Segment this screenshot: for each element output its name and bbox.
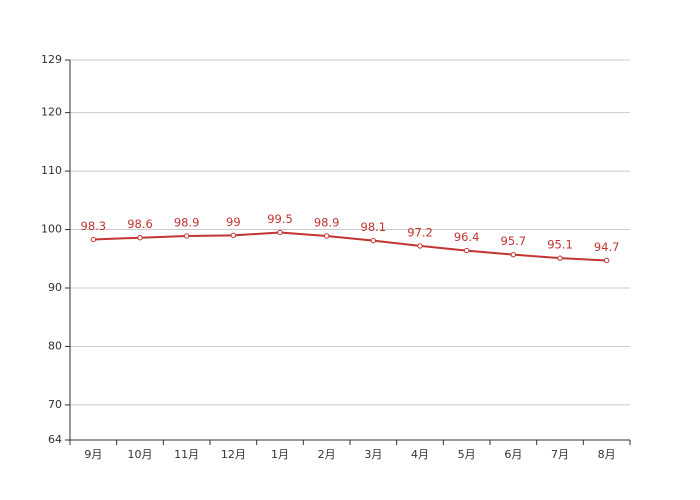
y-tick-label: 110 — [41, 164, 62, 177]
x-tick-label: 8月 — [598, 448, 616, 461]
data-line — [93, 231, 607, 262]
value-label: 98.9 — [314, 215, 340, 229]
data-point — [603, 257, 610, 264]
data-point — [230, 232, 237, 239]
data-point — [370, 237, 377, 244]
value-label: 97.2 — [407, 225, 433, 239]
x-tick-label: 6月 — [504, 448, 522, 461]
y-tick-label: 100 — [41, 223, 62, 236]
x-tick-label: 3月 — [364, 448, 382, 461]
y-tick-label: 120 — [41, 106, 62, 119]
y-tick-label: 70 — [48, 398, 62, 411]
data-point — [323, 233, 330, 239]
x-tick-label: 5月 — [458, 448, 476, 461]
value-label: 98.3 — [81, 219, 107, 233]
x-tick-label: 4月 — [411, 448, 429, 461]
y-tick-label: 64 — [48, 433, 62, 446]
value-label: 95.1 — [547, 238, 573, 252]
value-label: 98.9 — [174, 215, 200, 229]
x-tick-label: 11月 — [174, 448, 199, 461]
data-point — [137, 235, 143, 241]
value-label: 96.4 — [454, 230, 480, 244]
data-point — [463, 247, 470, 254]
y-tick-label: 129 — [41, 53, 62, 66]
x-tick-label: 7月 — [551, 448, 569, 461]
data-point — [417, 243, 423, 249]
data-point — [90, 236, 97, 243]
x-tick-label: 9月 — [84, 448, 102, 461]
data-point — [510, 251, 517, 258]
x-tick-label: 1月 — [271, 448, 289, 461]
data-point — [183, 233, 190, 239]
x-tick-label: 2月 — [318, 448, 336, 461]
value-label: 99 — [226, 215, 241, 229]
data-point — [277, 229, 283, 236]
data-point — [557, 255, 563, 261]
y-tick-label: 90 — [48, 281, 62, 294]
value-label: 99.5 — [267, 212, 293, 226]
value-label: 98.6 — [127, 217, 153, 231]
x-tick-label: 12月 — [221, 448, 246, 461]
x-tick-label: 10月 — [128, 448, 153, 461]
value-label: 98.1 — [361, 220, 387, 234]
value-label: 95.7 — [501, 234, 527, 248]
y-tick-label: 80 — [48, 339, 62, 352]
value-label: 94.7 — [594, 240, 620, 254]
